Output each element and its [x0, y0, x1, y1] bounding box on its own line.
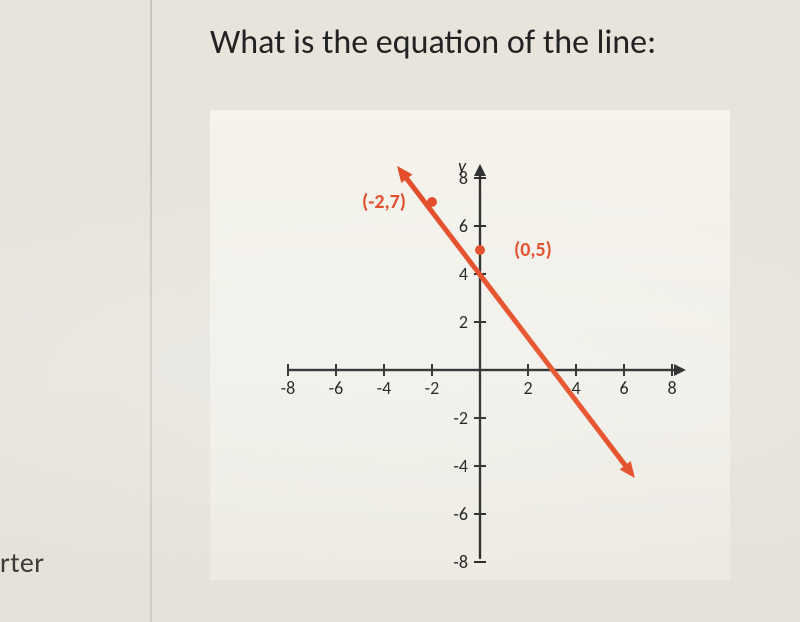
sidebar-label-fragment: rter — [0, 545, 45, 580]
svg-text:2: 2 — [459, 311, 468, 333]
screenshot-frame: rter What is the equation of the line: -… — [0, 0, 800, 622]
svg-text:4: 4 — [459, 263, 468, 285]
svg-text:6: 6 — [619, 377, 628, 399]
svg-text:-6: -6 — [453, 503, 468, 525]
equation-line-chart: -8-6-4-22468-8-6-4-22468y(-2,7)(0,5) — [210, 110, 730, 580]
svg-text:2: 2 — [523, 377, 532, 399]
svg-text:y: y — [458, 155, 467, 177]
panel-divider — [150, 0, 152, 622]
svg-text:-8: -8 — [453, 551, 468, 573]
svg-text:6: 6 — [459, 215, 468, 237]
svg-text:-4: -4 — [453, 455, 468, 477]
svg-text:8: 8 — [667, 377, 676, 399]
question-text: What is the equation of the line: — [210, 22, 656, 63]
svg-text:-2: -2 — [425, 377, 440, 399]
svg-text:-8: -8 — [281, 377, 296, 399]
svg-text:-2: -2 — [453, 407, 468, 429]
svg-text:(-2,7): (-2,7) — [362, 190, 406, 214]
svg-text:(0,5): (0,5) — [514, 238, 552, 262]
chart-svg: -8-6-4-22468-8-6-4-22468y(-2,7)(0,5) — [210, 110, 730, 580]
svg-text:-6: -6 — [329, 377, 344, 399]
svg-text:-4: -4 — [377, 377, 392, 399]
